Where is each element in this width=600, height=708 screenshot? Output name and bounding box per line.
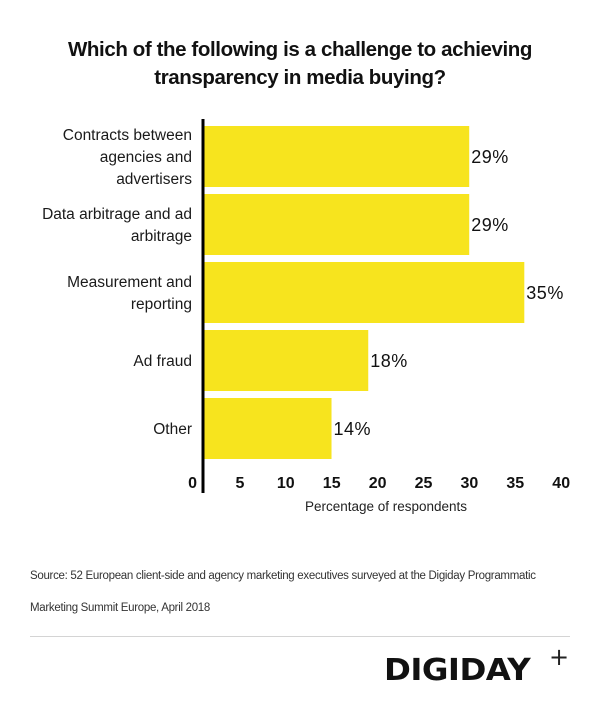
chart-title-line-1: Which of the following is a challenge to… (67, 38, 533, 61)
source-line-2: Marketing Summit Europe, April 2018 (30, 602, 210, 614)
category-label-1: Contracts between agencies and advertisers (63, 127, 192, 188)
bar-2 (203, 194, 470, 255)
x-tick-label-15: 15 (323, 475, 341, 492)
x-tick-label-30: 30 (461, 475, 479, 492)
source-line-1: Source: 52 European client-side and agen… (30, 570, 536, 582)
value-label-2: 29% (471, 215, 509, 235)
bar-3 (203, 262, 525, 323)
value-label-3: 35% (526, 283, 564, 303)
category-labels-group: Contracts between agencies and advertisers… (42, 127, 192, 438)
category-label-5: Other (153, 421, 192, 438)
source-note: Source: 52 European client-side and agen… (30, 560, 575, 624)
digiday-logo: DIGIDAY (384, 653, 531, 688)
footer-divider (30, 636, 570, 637)
x-tick-labels-group: 0 5 10 15 20 25 30 35 40 (188, 475, 570, 492)
category-label-3: Measurement and reporting (67, 274, 192, 313)
x-tick-label-35: 35 (506, 475, 524, 492)
value-label-1: 29% (471, 147, 509, 167)
category-label-line: Ad fraud (133, 353, 192, 370)
category-label-line: advertisers (116, 171, 192, 188)
bar-5 (203, 398, 332, 459)
chart-title-line-2: transparency in media buying? (154, 66, 446, 89)
x-tick-label-0: 0 (188, 475, 197, 492)
value-label-4: 18% (370, 351, 408, 371)
chart-title: Which of the following is a challenge to… (0, 36, 600, 92)
x-axis-title: Percentage of respondents (305, 499, 467, 514)
category-label-2: Data arbitrage and ad arbitrage (42, 206, 192, 245)
x-tick-label-25: 25 (415, 475, 433, 492)
category-label-line: Measurement and (67, 274, 192, 291)
category-label-line: agencies and (100, 149, 192, 166)
category-label-line: arbitrage (131, 228, 192, 245)
bar-chart: Contracts between agencies and advertisers… (42, 119, 570, 514)
x-tick-label-20: 20 (369, 475, 387, 492)
bar-4 (203, 330, 369, 391)
category-label-line: reporting (131, 296, 192, 313)
x-tick-label-40: 40 (552, 475, 570, 492)
bar-1 (203, 126, 470, 187)
logo-plus-icon: + (549, 643, 570, 671)
category-label-4: Ad fraud (133, 353, 192, 370)
value-labels-group: 29% 29% 35% 18% 14% (334, 147, 564, 439)
value-label-5: 14% (334, 419, 372, 439)
category-label-line: Contracts between (63, 127, 192, 144)
x-tick-label-5: 5 (235, 475, 244, 492)
category-label-line: Other (153, 421, 192, 438)
x-tick-label-10: 10 (277, 475, 295, 492)
category-label-line: Data arbitrage and ad (42, 206, 192, 223)
bars-group (203, 126, 525, 459)
